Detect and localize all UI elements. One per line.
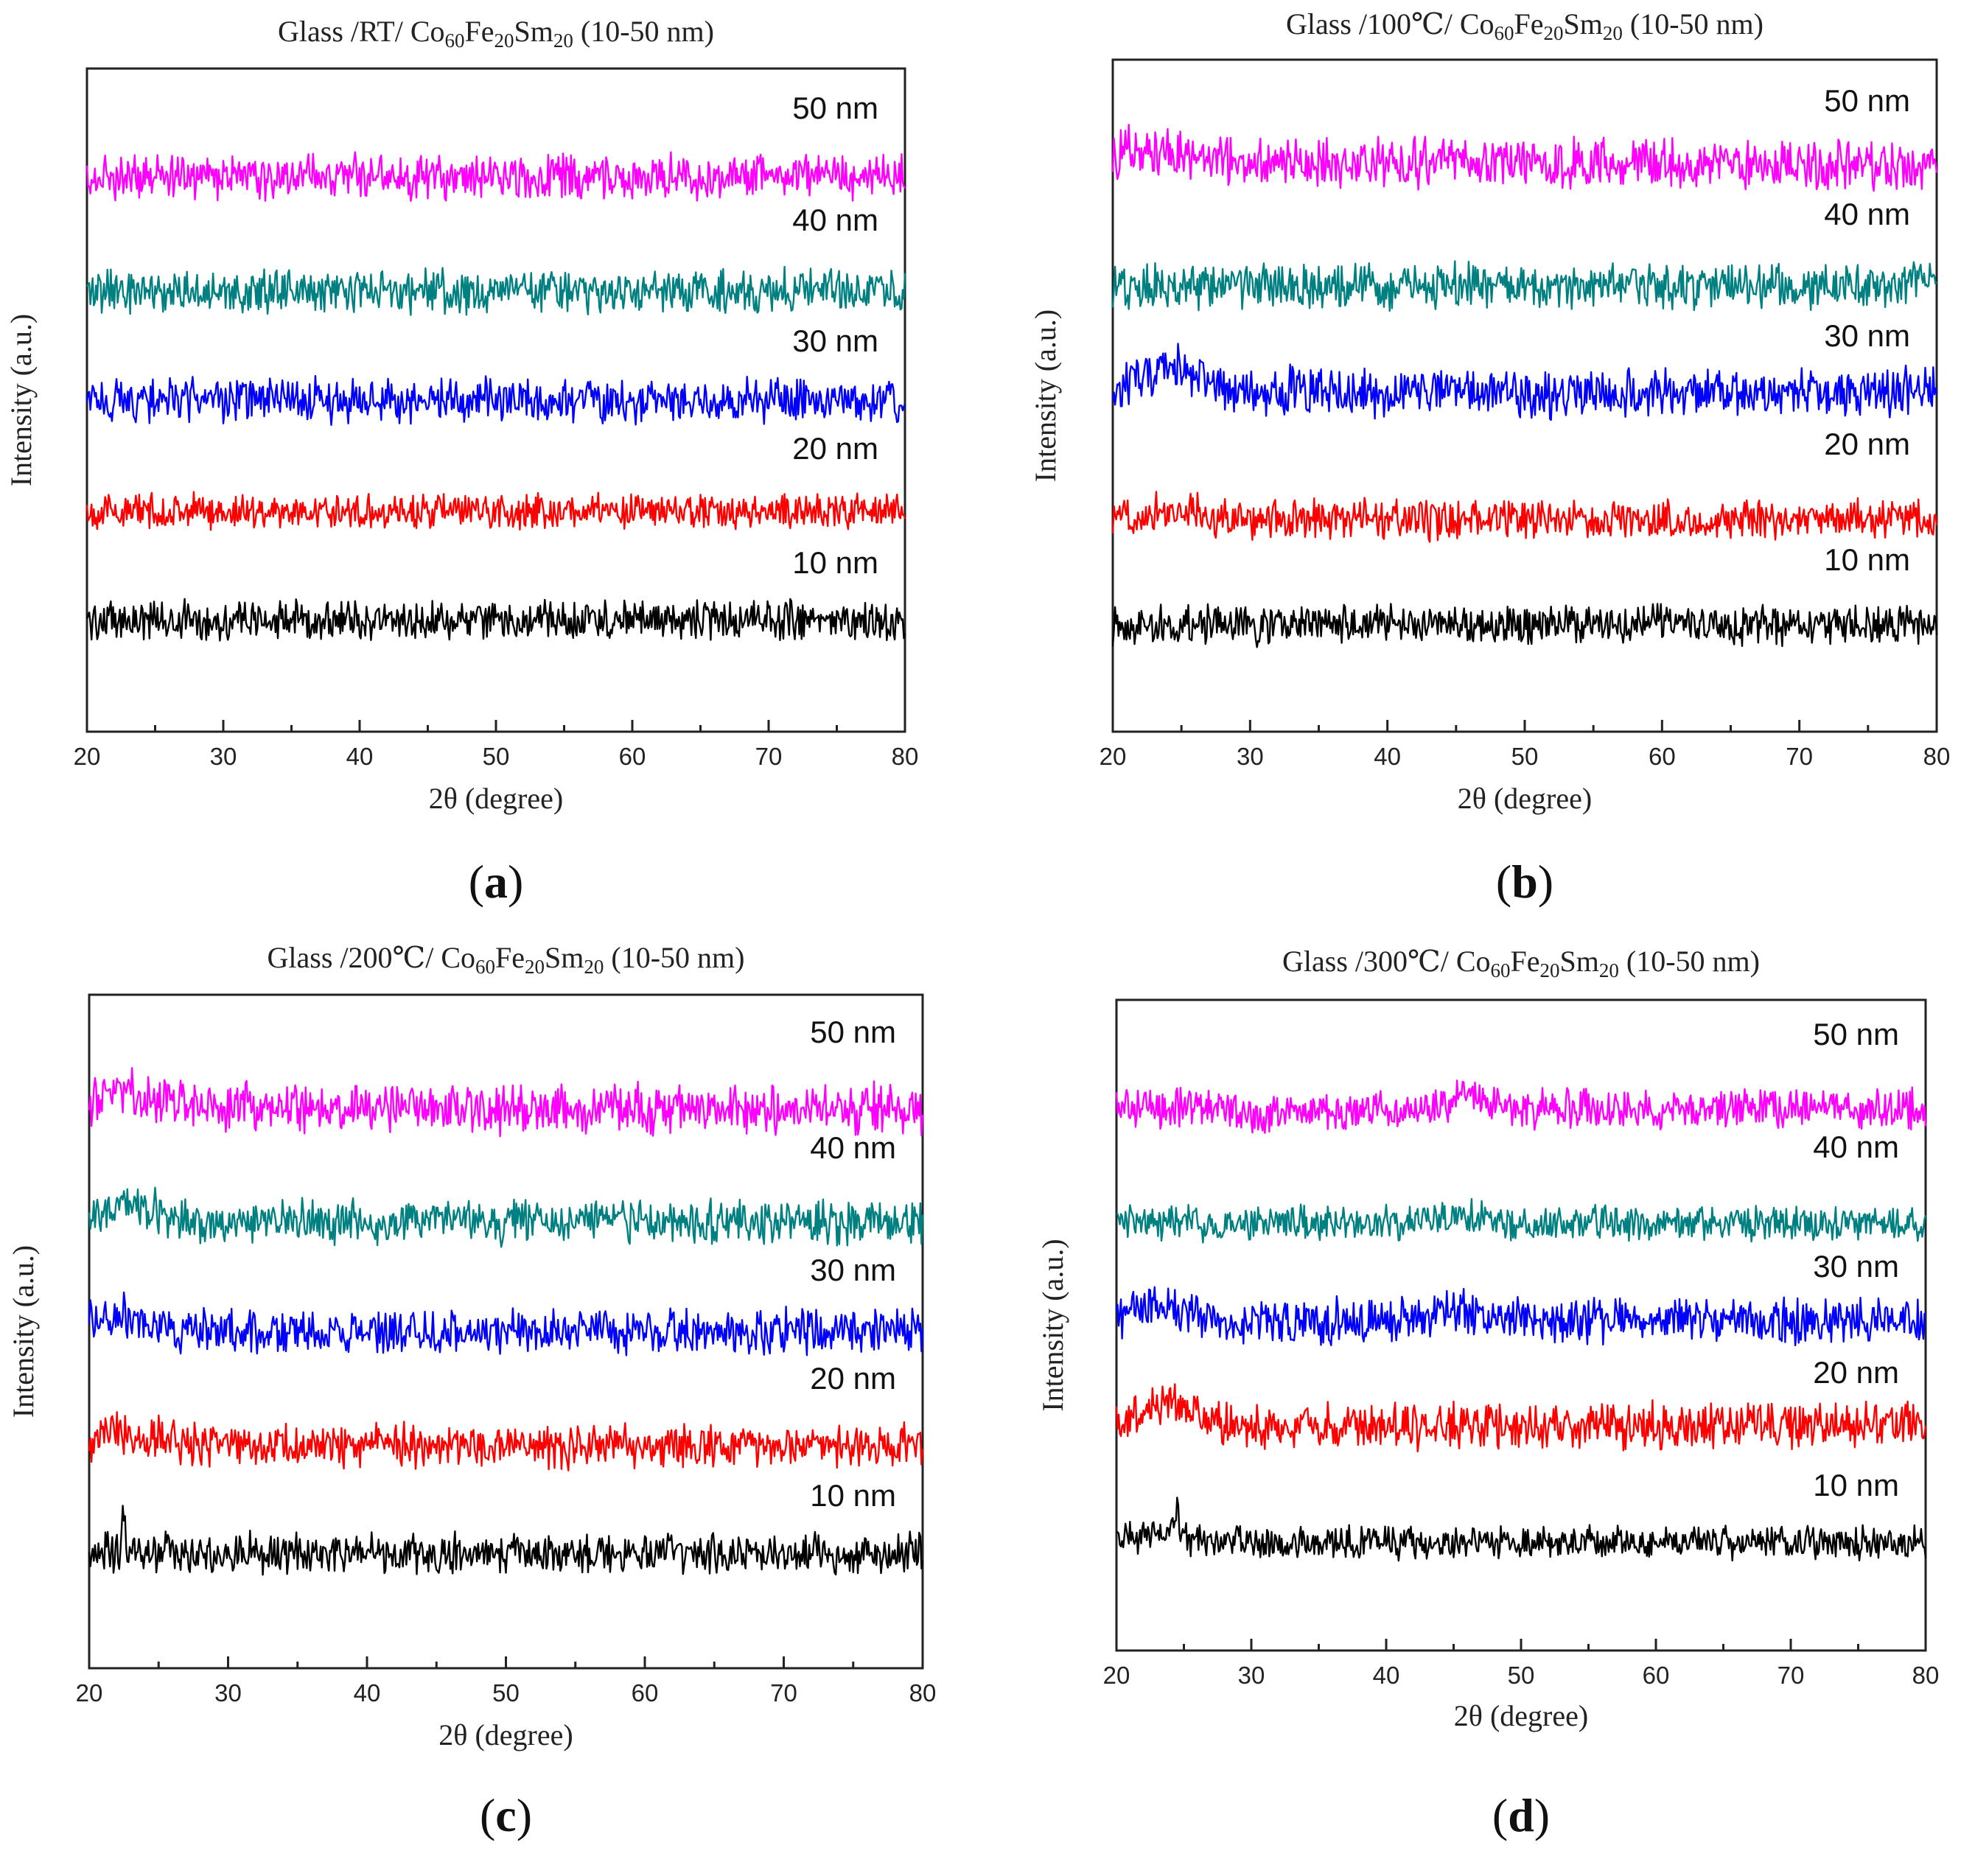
panel-title: Glass /100℃/ Co60Fe20Sm20 (10-50 nm): [1286, 7, 1763, 44]
series-line-50nm: [85, 151, 906, 202]
series-line-30nm: [1111, 343, 1938, 421]
series-label-20nm: 20 nm: [1813, 1355, 1899, 1390]
x-axis-label: 2θ (degree): [1458, 782, 1592, 815]
x-tick-label: 60: [1643, 1662, 1670, 1689]
x-tick-label: 30: [210, 743, 237, 770]
x-tick-label: 70: [1786, 743, 1813, 770]
series-label-40nm: 40 nm: [810, 1130, 896, 1165]
series-label-10nm: 10 nm: [1824, 542, 1910, 577]
series-line-40nm: [1116, 1197, 1927, 1244]
y-axis-label: Intensity (a.u.): [1036, 1239, 1069, 1411]
x-tick-label: 80: [1912, 1662, 1940, 1689]
series-label-50nm: 50 nm: [1824, 83, 1910, 118]
series-label-30nm: 30 nm: [1813, 1249, 1899, 1284]
panel-d: Glass /300℃/ Co60Fe20Sm20 (10-50 nm) 20 30…: [1036, 945, 1939, 1841]
panel-caption: (d): [1492, 1789, 1550, 1841]
series-label-10nm: 10 nm: [1813, 1468, 1899, 1502]
x-tick-label: 50: [1508, 1662, 1535, 1689]
series-line-10nm: [1111, 603, 1938, 648]
x-tick-label: 60: [1649, 743, 1676, 770]
series-label-50nm: 50 nm: [1813, 1017, 1899, 1051]
x-tick-label: 40: [354, 1679, 381, 1707]
series-line-30nm: [1115, 1286, 1927, 1347]
x-tick-label: 50: [1511, 743, 1539, 770]
series-label-20nm: 20 nm: [810, 1361, 896, 1396]
x-tick-label: 80: [909, 1679, 937, 1707]
series-line-20nm: [1111, 491, 1938, 543]
series-label-10nm: 10 nm: [792, 545, 878, 580]
panel-title: Glass /200℃/ Co60Fe20Sm20 (10-50 nm): [268, 941, 745, 978]
x-tick-label: 20: [76, 1679, 103, 1707]
series-label-40nm: 40 nm: [1824, 197, 1910, 231]
series-line-50nm: [88, 1067, 924, 1138]
x-tick-label: 20: [74, 743, 101, 770]
series-line-20nm: [85, 491, 906, 531]
y-axis-label: Intensity (a.u.): [4, 314, 38, 486]
x-tick-label: 80: [1923, 743, 1951, 770]
x-axis-label: 2θ (degree): [1454, 1699, 1588, 1732]
x-tick-label: 40: [346, 743, 374, 770]
x-axis-label: 2θ (degree): [438, 1718, 573, 1751]
series-line-10nm: [88, 1505, 924, 1576]
x-tick-label: 50: [483, 743, 510, 770]
x-tick-label: 30: [214, 1679, 242, 1707]
series-label-40nm: 40 nm: [1813, 1130, 1899, 1164]
x-tick-label: 40: [1374, 743, 1401, 770]
series-label-30nm: 30 nm: [1824, 318, 1910, 353]
panel-c: Glass /200℃/ Co60Fe20Sm20 (10-50 nm) 20 30…: [7, 941, 936, 1841]
x-tick-label: 60: [632, 1679, 659, 1707]
series-label-30nm: 30 nm: [792, 323, 878, 358]
series-line-50nm: [1115, 1079, 1927, 1134]
series-label-10nm: 10 nm: [810, 1478, 896, 1513]
series-line-40nm: [1111, 260, 1937, 312]
series-line-30nm: [88, 1291, 924, 1357]
series-line-40nm: [85, 265, 906, 316]
series-label-20nm: 20 nm: [792, 431, 878, 466]
panel-title: Glass /RT/ Co60Fe20Sm20 (10-50 nm): [278, 15, 714, 52]
series-line-30nm: [85, 375, 906, 426]
series-line-20nm: [88, 1411, 924, 1471]
panel-b: Glass /100℃/ Co60Fe20Sm20 (10-50 nm) 20 30…: [1029, 7, 1950, 908]
x-tick-label: 20: [1103, 1662, 1130, 1689]
series-line-20nm: [1115, 1383, 1927, 1452]
x-tick-label: 70: [755, 743, 783, 770]
panel-caption: (a): [469, 855, 524, 908]
x-axis-label: 2θ (degree): [429, 782, 563, 815]
x-tick-label: 60: [619, 743, 646, 770]
x-tick-label: 80: [892, 743, 919, 770]
series-label-30nm: 30 nm: [810, 1253, 896, 1287]
x-tick-label: 20: [1100, 743, 1127, 770]
panel-a: Glass /RT/ Co60Fe20Sm20 (10-50 nm) 20 30 40…: [4, 15, 918, 908]
x-tick-label: 30: [1238, 1662, 1265, 1689]
series-label-20nm: 20 nm: [1824, 427, 1910, 461]
panel-title: Glass /300℃/ Co60Fe20Sm20 (10-50 nm): [1282, 945, 1760, 981]
x-tick-label: 50: [492, 1679, 520, 1707]
panel-caption: (b): [1496, 855, 1553, 908]
x-tick-label: 70: [1778, 1662, 1805, 1689]
series-line-40nm: [88, 1186, 924, 1248]
series-line-50nm: [1111, 124, 1938, 192]
y-axis-label: Intensity (a.u.): [7, 1245, 40, 1418]
y-axis-label: Intensity (a.u.): [1029, 309, 1062, 482]
series-label-50nm: 50 nm: [792, 91, 878, 125]
x-tick-label: 70: [770, 1679, 797, 1707]
panel-caption: (c): [480, 1789, 532, 1841]
series-line-10nm: [1116, 1497, 1927, 1562]
series-label-40nm: 40 nm: [792, 203, 878, 237]
x-tick-label: 40: [1373, 1662, 1400, 1689]
x-tick-label: 30: [1237, 743, 1264, 770]
series-line-10nm: [85, 598, 906, 642]
series-label-50nm: 50 nm: [810, 1015, 896, 1049]
